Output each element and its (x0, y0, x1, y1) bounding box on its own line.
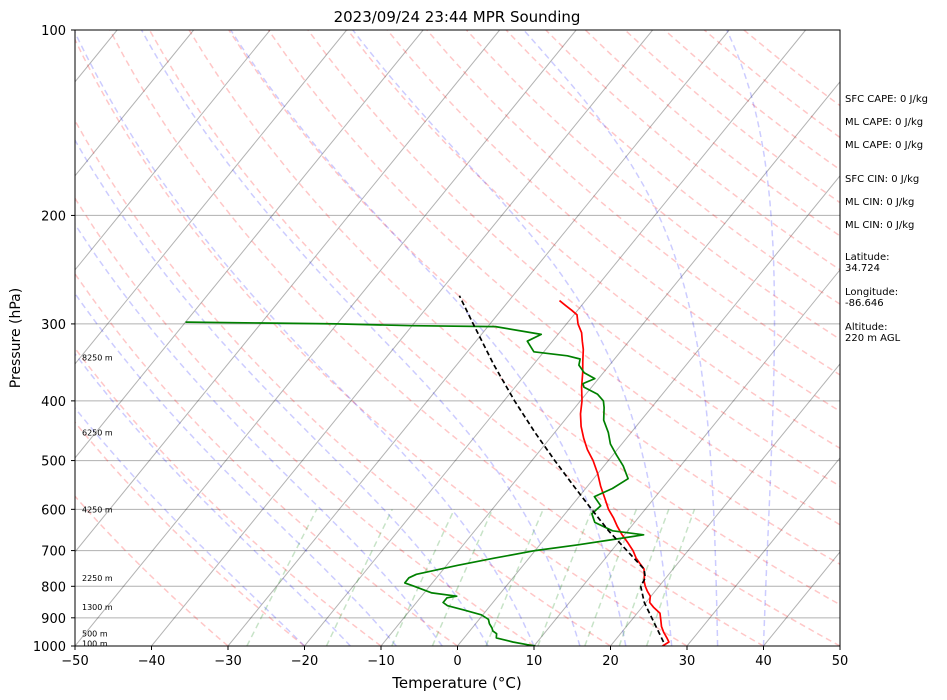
mixing-ratio-line (485, 509, 544, 646)
side-info-line: Longitude: (845, 287, 898, 298)
y-tick-label: 900 (41, 612, 66, 627)
side-info-line: ML CAPE: 0 J/kg (845, 117, 923, 128)
x-axis-label: Temperature (°C) (391, 674, 521, 692)
side-info-line: ML CIN: 0 J/kg (845, 220, 914, 231)
x-tick-label: −20 (291, 654, 318, 669)
dry-adiabat (228, 30, 840, 566)
dry-adiabat (75, 119, 611, 646)
moist-adiabat (726, 30, 776, 646)
x-tick-label: 20 (602, 654, 619, 669)
moist-adiabat (140, 30, 581, 646)
isotherm (75, 30, 271, 271)
dry-adiabat (465, 30, 840, 341)
mixing-ratio-line (246, 508, 318, 646)
height-label: 6250 m (82, 428, 113, 437)
axes: −50 −40 −30 −20 −10 0 10 20 30 40 50 100 200 300 400 50… (33, 24, 848, 669)
dewpoint-trace (185, 321, 645, 646)
dry-adiabat (347, 30, 840, 450)
dry-adiabat (188, 30, 840, 606)
side-info-line: Latitude: (845, 252, 890, 263)
y-tick-label: 700 (41, 545, 66, 560)
dry-adiabat (148, 30, 840, 646)
dry-adiabat (75, 196, 535, 646)
dry-adiabat (75, 347, 382, 646)
mixing-ratio-line (645, 509, 696, 646)
height-label: 500 m (82, 630, 108, 639)
side-info: SFC CAPE: 0 J/kg ML CAPE: 0 J/kg ML CAPE: … (845, 94, 928, 344)
moist-adiabat (75, 406, 306, 646)
dry-adiabat (75, 272, 458, 646)
moist-adiabat (523, 30, 719, 646)
x-tick-label: −10 (367, 654, 394, 669)
y-tick-label: 600 (41, 503, 66, 518)
series-layer (185, 295, 670, 646)
moist-adiabat (75, 222, 443, 646)
side-info-line: Altitude: (845, 322, 887, 333)
moist-adiabat (230, 30, 627, 646)
isotherm (686, 457, 840, 646)
x-tick-label: 40 (755, 654, 772, 669)
height-label: 2250 m (82, 574, 113, 583)
side-info-line: 34.724 (845, 263, 880, 274)
isotherm (75, 30, 195, 177)
moist-adiabat (75, 292, 397, 646)
moist-adiabat (75, 352, 351, 646)
height-label: 100 m (82, 639, 108, 648)
moist-adiabat (75, 30, 535, 646)
y-tick-label: 100 (41, 24, 66, 39)
isotherm (227, 30, 730, 646)
x-tick-label: 0 (453, 654, 461, 669)
isotherm (75, 30, 348, 365)
moist-adiabat (352, 30, 673, 646)
dry-adiabat (109, 30, 764, 646)
y-tick-label: 400 (41, 395, 66, 410)
side-info-line: ML CAPE: 0 J/kg (845, 140, 923, 151)
x-tick-label: 10 (526, 654, 543, 669)
height-label: 4250 m (82, 505, 113, 514)
side-info-line: SFC CIN: 0 J/kg (845, 174, 919, 185)
isotherm (75, 30, 577, 646)
isotherm (380, 81, 840, 646)
x-tick-label: 30 (679, 654, 696, 669)
side-info-line: ML CIN: 0 J/kg (845, 197, 914, 208)
isotherm (457, 175, 840, 646)
isotherm (75, 30, 501, 553)
y-axis-label: Pressure (hPa) (8, 288, 24, 388)
side-info-line: 220 m AGL (845, 333, 901, 344)
mixing-ratio-line (537, 509, 593, 646)
grid-layer (75, 30, 840, 646)
y-tick-label: 300 (41, 318, 66, 333)
side-info-line: -86.646 (845, 298, 884, 309)
chart-title: 2023/09/24 23:44 MPR Sounding (334, 8, 581, 26)
y-tick-label: 800 (41, 580, 66, 595)
temperature-trace (558, 299, 670, 646)
moist-adiabat (75, 138, 489, 646)
dry-adiabat (267, 30, 840, 526)
x-tick-label: −40 (138, 654, 165, 669)
height-label: 1300 m (82, 603, 113, 612)
isotherm (533, 269, 840, 646)
dry-adiabat (75, 495, 229, 646)
isotherm (151, 30, 654, 646)
dry-adiabat (75, 37, 688, 646)
isotherm (610, 363, 840, 646)
height-label: 8250 m (82, 353, 113, 362)
isotherm (75, 30, 424, 459)
y-tick-label: 500 (41, 455, 66, 470)
y-tick-label: 1000 (33, 640, 66, 655)
mixing-ratio-line (325, 508, 393, 646)
isotherm (304, 30, 807, 646)
mixing-ratio-line (391, 508, 455, 646)
plot-background (75, 30, 840, 646)
x-tick-label: 50 (832, 654, 849, 669)
dry-adiabat (505, 30, 840, 306)
x-tick-label: −50 (61, 654, 88, 669)
x-tick-label: −30 (214, 654, 241, 669)
y-tick-label: 200 (41, 209, 66, 224)
side-info-line: SFC CAPE: 0 J/kg (845, 94, 928, 105)
mixing-ratio-line (431, 508, 494, 646)
